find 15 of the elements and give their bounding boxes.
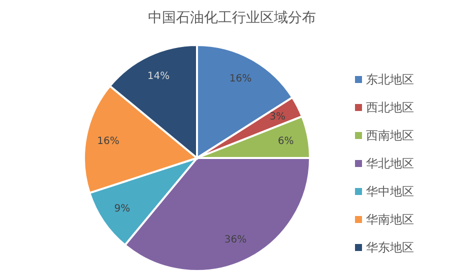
legend-label: 东北地区	[366, 72, 414, 86]
data-label: 36%	[224, 234, 247, 246]
data-label: 14%	[147, 70, 170, 82]
data-label: 6%	[278, 136, 294, 147]
chart-title: 中国石油化工行业区域分布	[148, 10, 316, 26]
legend-label: 华中地区	[366, 184, 414, 198]
legend-label: 华北地区	[366, 156, 414, 170]
legend-label: 西北地区	[366, 100, 414, 114]
data-label: 16%	[229, 74, 252, 85]
legend-label: 华南地区	[366, 212, 414, 226]
data-label: 16%	[97, 136, 120, 147]
data-label: 3%	[270, 112, 286, 123]
legend-label: 华东地区	[366, 240, 414, 254]
legend-label: 西南地区	[366, 128, 414, 142]
data-label: 9%	[114, 204, 130, 215]
